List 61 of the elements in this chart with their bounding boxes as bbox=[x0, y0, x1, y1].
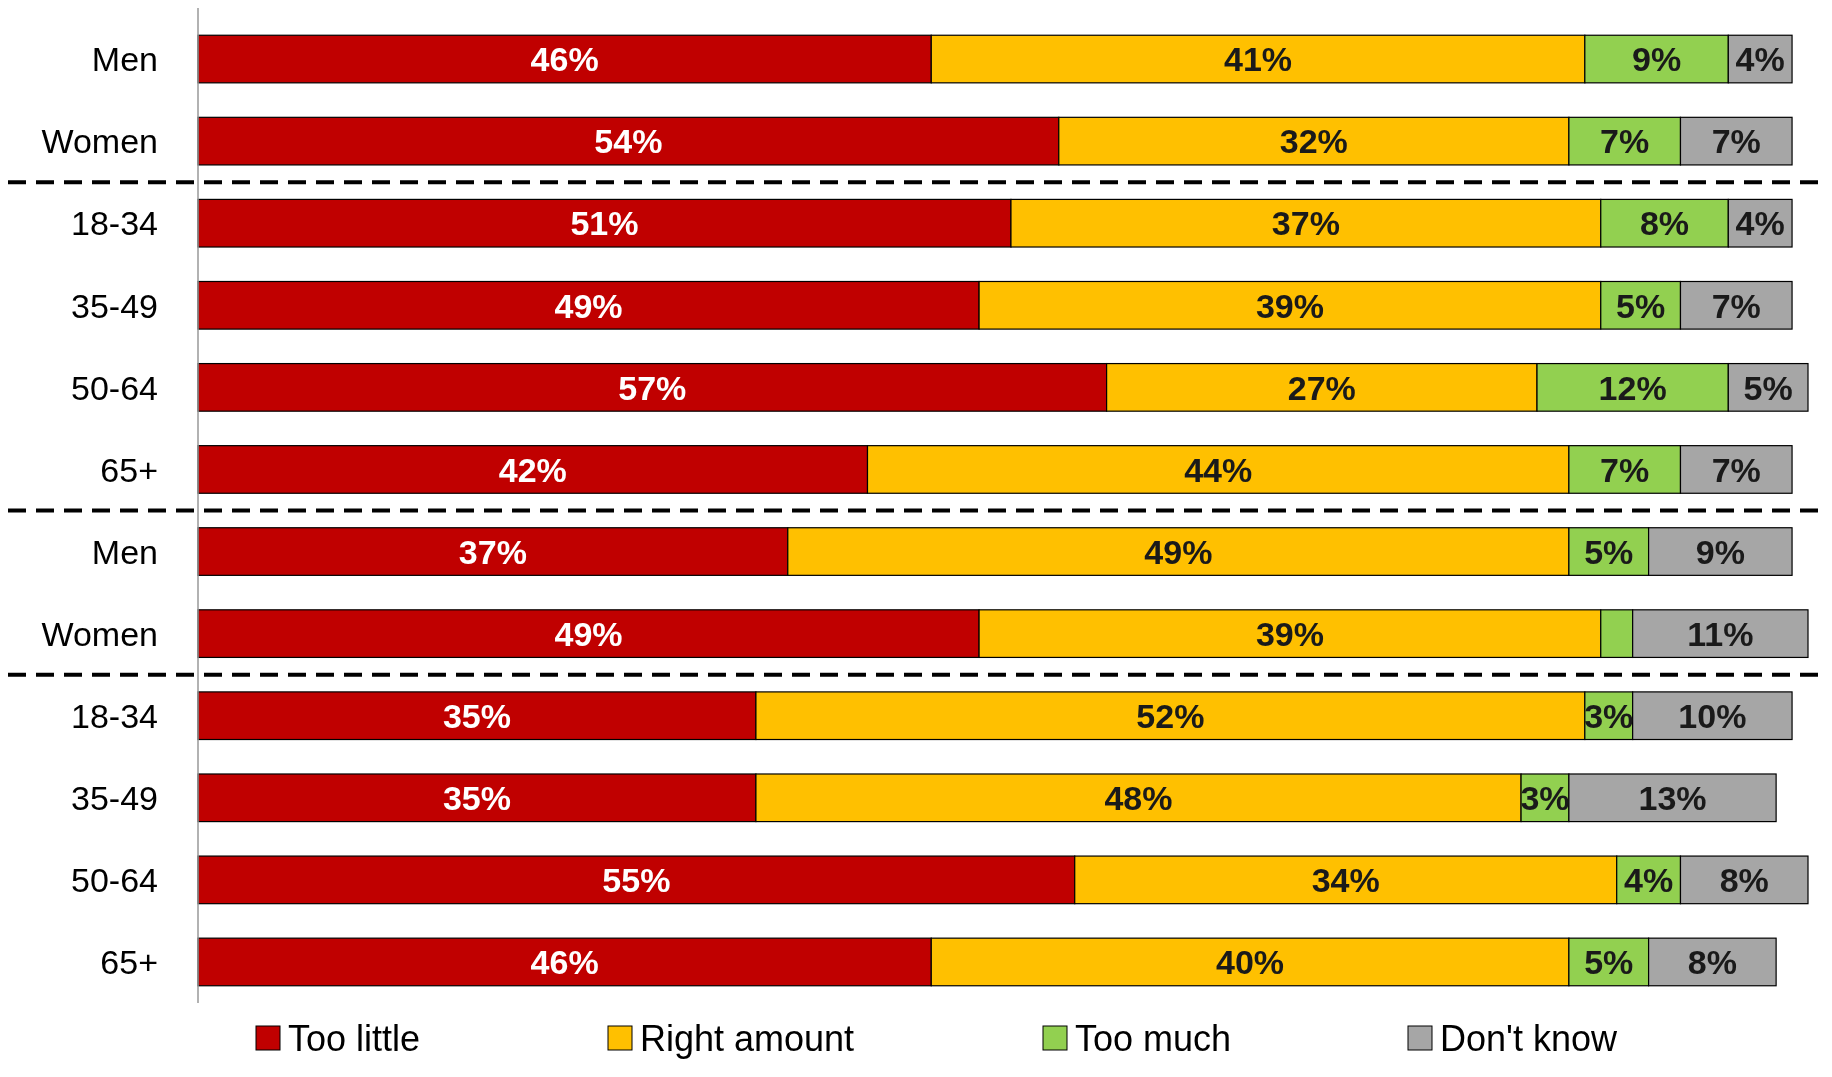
data-label: 52% bbox=[1136, 696, 1205, 735]
y-tick-label: Women bbox=[41, 614, 158, 653]
y-tick-label: 18-34 bbox=[71, 204, 158, 243]
data-label: 49% bbox=[1144, 532, 1213, 571]
y-tick-label: 18-34 bbox=[71, 696, 158, 735]
data-label: 39% bbox=[1255, 286, 1324, 325]
data-label: 54% bbox=[594, 122, 663, 161]
data-label: 5% bbox=[1584, 532, 1634, 571]
data-label: 48% bbox=[1104, 779, 1173, 818]
data-label: 41% bbox=[1224, 40, 1293, 79]
data-label: 13% bbox=[1638, 779, 1707, 818]
data-label: 57% bbox=[618, 368, 687, 407]
legend-label: Too much bbox=[1075, 1017, 1232, 1059]
data-label: 51% bbox=[570, 204, 639, 243]
data-label: 10% bbox=[1678, 696, 1747, 735]
data-label: 9% bbox=[1631, 40, 1682, 79]
data-label: 49% bbox=[554, 286, 623, 325]
legend-label: Too little bbox=[288, 1017, 421, 1059]
data-label: 35% bbox=[442, 779, 511, 818]
data-label: 8% bbox=[1719, 861, 1769, 900]
data-label: 8% bbox=[1639, 204, 1690, 243]
data-label: 46% bbox=[530, 40, 599, 79]
data-label: 4% bbox=[1735, 204, 1785, 243]
data-label: 12% bbox=[1598, 368, 1667, 407]
data-label: 46% bbox=[530, 943, 599, 982]
data-label: 5% bbox=[1584, 943, 1634, 982]
data-label: 34% bbox=[1311, 861, 1380, 900]
y-tick-label: 35-49 bbox=[71, 779, 158, 818]
data-label: 5% bbox=[1616, 286, 1666, 325]
data-label: 4% bbox=[1735, 40, 1785, 79]
data-label: 49% bbox=[554, 614, 623, 653]
data-label: 9% bbox=[1695, 532, 1745, 571]
y-tick-label: 50-64 bbox=[71, 861, 158, 900]
data-label: 7% bbox=[1600, 122, 1650, 161]
data-label: 40% bbox=[1216, 943, 1285, 982]
data-label: 35% bbox=[442, 696, 511, 735]
y-tick-label: 50-64 bbox=[71, 368, 158, 407]
data-label: 7% bbox=[1711, 286, 1761, 325]
legend-label: Don't know bbox=[1440, 1017, 1618, 1059]
data-label: 4% bbox=[1624, 861, 1674, 900]
data-label: 37% bbox=[458, 532, 527, 571]
data-label: 7% bbox=[1600, 450, 1650, 489]
y-tick-label: Men bbox=[91, 532, 158, 571]
legend-label: Right amount bbox=[640, 1017, 855, 1059]
y-tick-label: 65+ bbox=[100, 943, 158, 982]
data-label: 8% bbox=[1687, 943, 1737, 982]
y-tick-label: Women bbox=[41, 122, 158, 161]
data-label: 11% bbox=[1687, 614, 1754, 653]
data-label: 42% bbox=[498, 450, 567, 489]
data-label: 7% bbox=[1711, 122, 1761, 161]
y-tick-label: 65+ bbox=[100, 450, 158, 489]
data-label: 27% bbox=[1287, 368, 1356, 407]
data-label: 32% bbox=[1279, 122, 1348, 161]
y-tick-label: Men bbox=[91, 40, 158, 79]
data-label: 37% bbox=[1271, 204, 1340, 243]
data-label: 44% bbox=[1184, 450, 1253, 489]
data-label: 55% bbox=[602, 861, 671, 900]
data-label: 7% bbox=[1711, 450, 1761, 489]
y-tick-label: 35-49 bbox=[71, 286, 158, 325]
data-label: 5% bbox=[1743, 368, 1793, 407]
data-label: 39% bbox=[1255, 614, 1324, 653]
